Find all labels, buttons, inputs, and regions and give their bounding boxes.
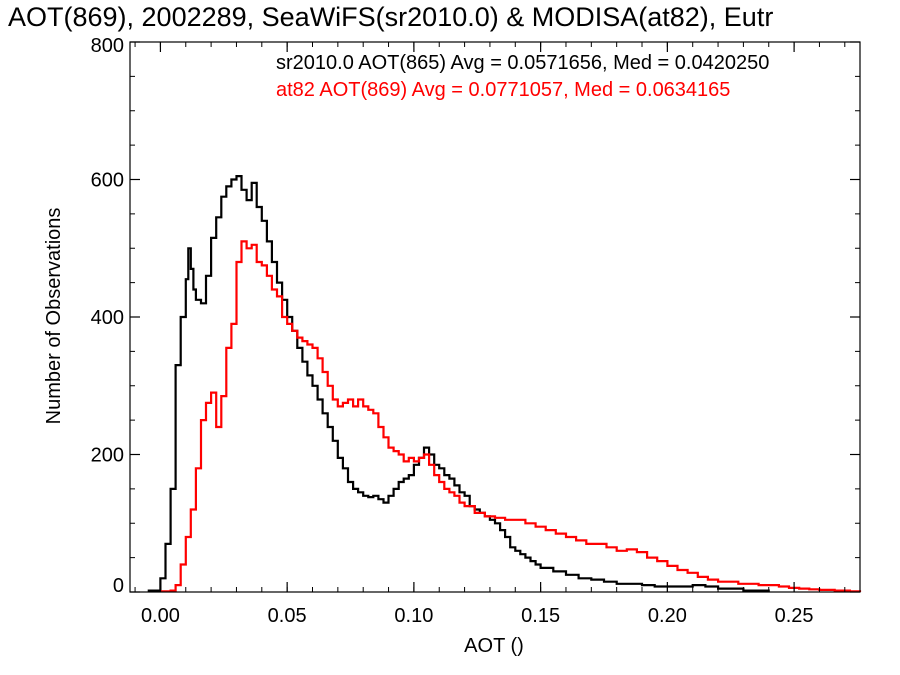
y-axis-label: Number of Observations	[43, 208, 65, 425]
axes-layer: 0.00 0.05 0.10 0.15 0.20 0.25 0 200 400 600 800	[91, 35, 861, 627]
y-tick-label: 800	[91, 35, 124, 57]
series-line-2	[160, 240, 862, 593]
plot-frame	[129, 41, 861, 593]
x-tick-label: 0.25	[775, 605, 814, 627]
y-tick-label: 200	[91, 445, 124, 467]
x-tick-label: 0.20	[648, 605, 687, 627]
y-tick-label: 0	[113, 575, 124, 597]
series-line-1	[147, 175, 770, 592]
x-tick-label: 0.15	[521, 605, 560, 627]
chart-title: AOT(869), 2002289, SeaWiFS(sr2010.0) & M…	[8, 2, 773, 32]
y-tick-label: 400	[91, 307, 124, 329]
x-tick-label: 0.05	[268, 605, 307, 627]
x-tick-label: 0.10	[394, 605, 433, 627]
series-layer	[147, 175, 862, 593]
x-axis-label: AOT ()	[464, 635, 524, 657]
legend: sr2010.0 AOT(865) Avg = 0.0571656, Med =…	[276, 52, 769, 101]
legend-entry-2: at82 AOT(869) Avg = 0.0771057, Med = 0.0…	[276, 79, 730, 101]
legend-entry-1: sr2010.0 AOT(865) Avg = 0.0571656, Med =…	[276, 52, 769, 74]
y-tick-label: 600	[91, 170, 124, 192]
x-tick-label: 0.00	[141, 605, 180, 627]
